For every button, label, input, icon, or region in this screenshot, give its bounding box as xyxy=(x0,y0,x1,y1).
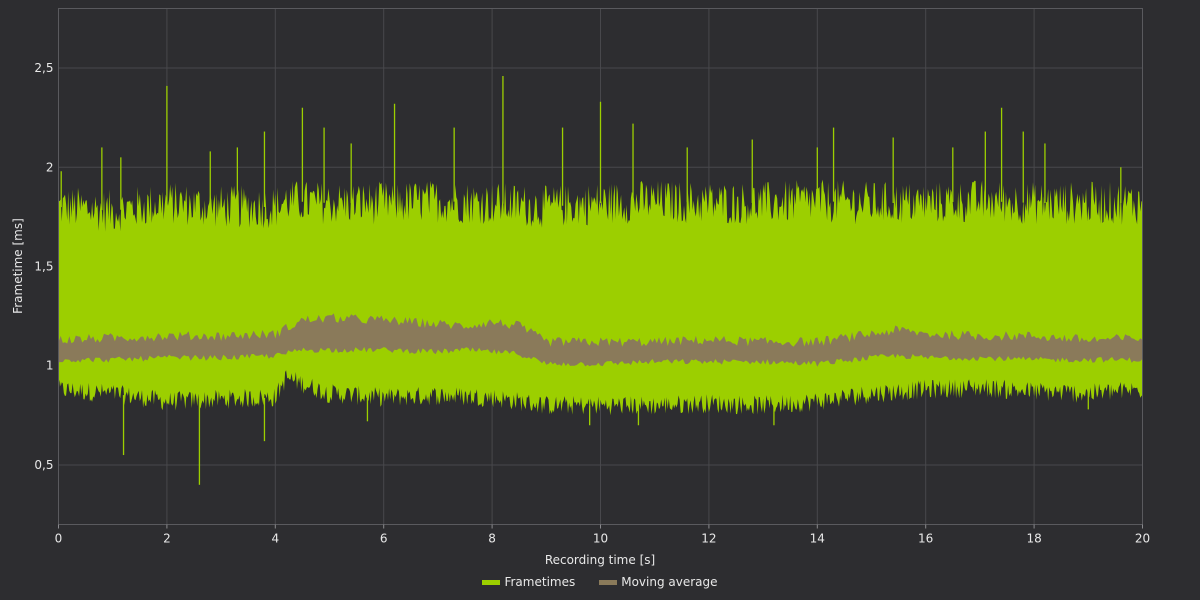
x-tick-label: 20 xyxy=(1135,532,1150,546)
x-tick-label: 2 xyxy=(163,532,171,546)
y-tick-label: 1,5 xyxy=(34,260,53,274)
x-tick-label: 12 xyxy=(701,532,716,546)
x-tick-label: 8 xyxy=(488,532,496,546)
y-tick-label: 2,5 xyxy=(34,61,53,75)
x-tick-label: 4 xyxy=(271,532,279,546)
y-axis-ticks: 0,5 1 1,5 2 2,5 xyxy=(34,61,53,472)
moving-average-band xyxy=(58,313,1143,367)
moving-average-series xyxy=(58,313,1143,367)
legend: Frametimes Moving average xyxy=(0,575,1200,589)
y-tick-label: 2 xyxy=(46,160,54,174)
y-tick-label: 1 xyxy=(46,359,54,373)
frametimes-band xyxy=(58,179,1143,416)
x-tick-label: 14 xyxy=(810,532,825,546)
y-axis-title: Frametime [ms] xyxy=(11,218,25,314)
legend-item-moving-average: Moving average xyxy=(599,575,718,589)
legend-swatch-frametimes xyxy=(482,579,501,585)
legend-item-frametimes: Frametimes xyxy=(482,575,575,589)
y-tick-label: 0,5 xyxy=(34,458,53,472)
x-tick-label: 6 xyxy=(380,532,388,546)
legend-label-frametimes: Frametimes xyxy=(504,575,576,589)
x-tick-label: 16 xyxy=(918,532,933,546)
x-axis-title: Recording time [s] xyxy=(545,553,655,567)
frametimes-series xyxy=(58,75,1143,485)
x-tick-label: 0 xyxy=(55,532,63,546)
x-axis-ticks: 0 2 4 6 8 10 12 14 16 18 20 xyxy=(55,524,1150,546)
x-tick-label: 18 xyxy=(1026,532,1041,546)
legend-swatch-moving-average xyxy=(599,579,618,585)
legend-label-moving-average: Moving average xyxy=(621,575,718,589)
x-tick-label: 10 xyxy=(593,532,608,546)
